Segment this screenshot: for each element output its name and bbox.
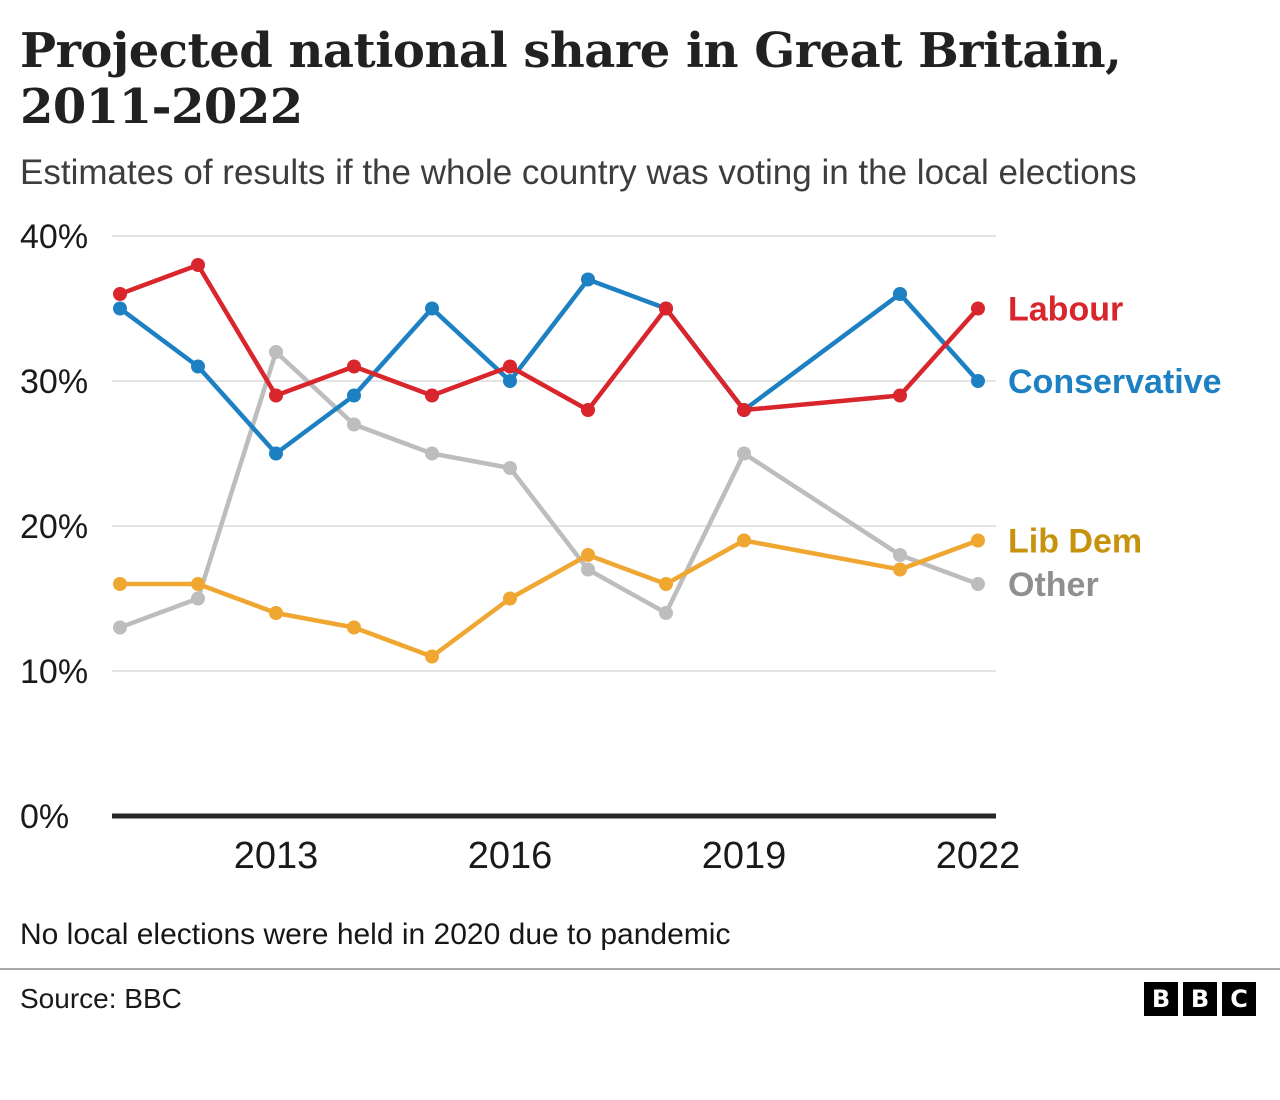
series-label-lib-dem: Lib Dem — [1008, 523, 1142, 561]
data-point-conservative — [581, 272, 595, 287]
bbc-logo-block-c: C — [1222, 982, 1256, 1017]
data-point-labour — [503, 359, 517, 374]
x-tick-label: 2016 — [468, 835, 553, 877]
data-point-other — [113, 620, 127, 635]
data-point-labour — [347, 359, 361, 374]
data-point-lib-dem — [971, 533, 985, 548]
data-point-lib-dem — [503, 591, 517, 606]
data-point-other — [191, 591, 205, 606]
data-point-lib-dem — [113, 577, 127, 592]
data-point-conservative — [503, 374, 517, 389]
series-line-labour — [117, 262, 981, 413]
data-point-other — [503, 461, 517, 476]
data-point-labour — [971, 301, 985, 316]
source-text: Source: BBC — [20, 983, 182, 1015]
series-label-labour: Labour — [1008, 291, 1123, 329]
data-point-lib-dem — [581, 548, 595, 563]
data-point-other — [269, 345, 283, 360]
data-point-other — [425, 446, 439, 461]
data-point-lib-dem — [191, 577, 205, 592]
data-point-labour — [581, 403, 595, 418]
data-point-other — [737, 446, 751, 461]
y-tick-label: 10% — [20, 653, 88, 691]
series-line-other — [117, 349, 981, 630]
chart-header: Projected national share in Great Britai… — [0, 0, 1280, 196]
x-tick-label: 2013 — [234, 835, 319, 877]
data-point-lib-dem — [425, 649, 439, 664]
series-label-conservative: Conservative — [1008, 363, 1222, 401]
data-point-lib-dem — [659, 577, 673, 592]
data-point-conservative — [893, 287, 907, 302]
data-point-conservative — [191, 359, 205, 374]
data-point-labour — [659, 301, 673, 316]
x-tick-label: 2019 — [702, 835, 787, 877]
series-label-other: Other — [1008, 566, 1099, 604]
x-tick-label: 2022 — [936, 835, 1021, 877]
series-line-conservative — [117, 277, 981, 456]
data-point-other — [581, 562, 595, 577]
data-point-conservative — [971, 374, 985, 389]
data-point-lib-dem — [347, 620, 361, 635]
bbc-logo-block-b1: B — [1144, 982, 1178, 1017]
data-point-other — [971, 577, 985, 592]
data-point-labour — [425, 388, 439, 403]
data-point-labour — [113, 287, 127, 302]
data-point-conservative — [347, 388, 361, 403]
bbc-logo: B B C — [1144, 982, 1256, 1017]
line-chart: 40% 30% 20% 10% 0% 2013 2016 2019 2022 Labour Cons… — [20, 218, 1222, 877]
y-tick-label: 20% — [20, 508, 88, 546]
data-point-labour — [893, 388, 907, 403]
data-point-other — [347, 417, 361, 432]
data-point-conservative — [113, 301, 127, 316]
y-tick-label: 30% — [20, 363, 88, 401]
data-point-conservative — [425, 301, 439, 316]
bbc-logo-block-b2: B — [1183, 982, 1217, 1017]
data-point-labour — [269, 388, 283, 403]
footer-bar: Source: BBC B B C — [0, 968, 1280, 1017]
chart-title: Projected national share in Great Britai… — [20, 23, 1122, 135]
data-point-lib-dem — [893, 562, 907, 577]
data-point-labour — [191, 258, 205, 273]
series-line-lib-dem — [117, 538, 981, 659]
data-point-conservative — [269, 446, 283, 461]
data-point-other — [893, 548, 907, 563]
chart-subtitle: Estimates of results if the whole countr… — [20, 153, 1137, 193]
data-point-other — [659, 606, 673, 621]
data-point-lib-dem — [737, 533, 751, 548]
chart-footnote: No local elections were held in 2020 due… — [20, 918, 731, 952]
y-tick-label: 40% — [20, 218, 88, 256]
y-tick-label: 0% — [20, 798, 69, 836]
data-point-labour — [737, 403, 751, 418]
data-point-lib-dem — [269, 606, 283, 621]
